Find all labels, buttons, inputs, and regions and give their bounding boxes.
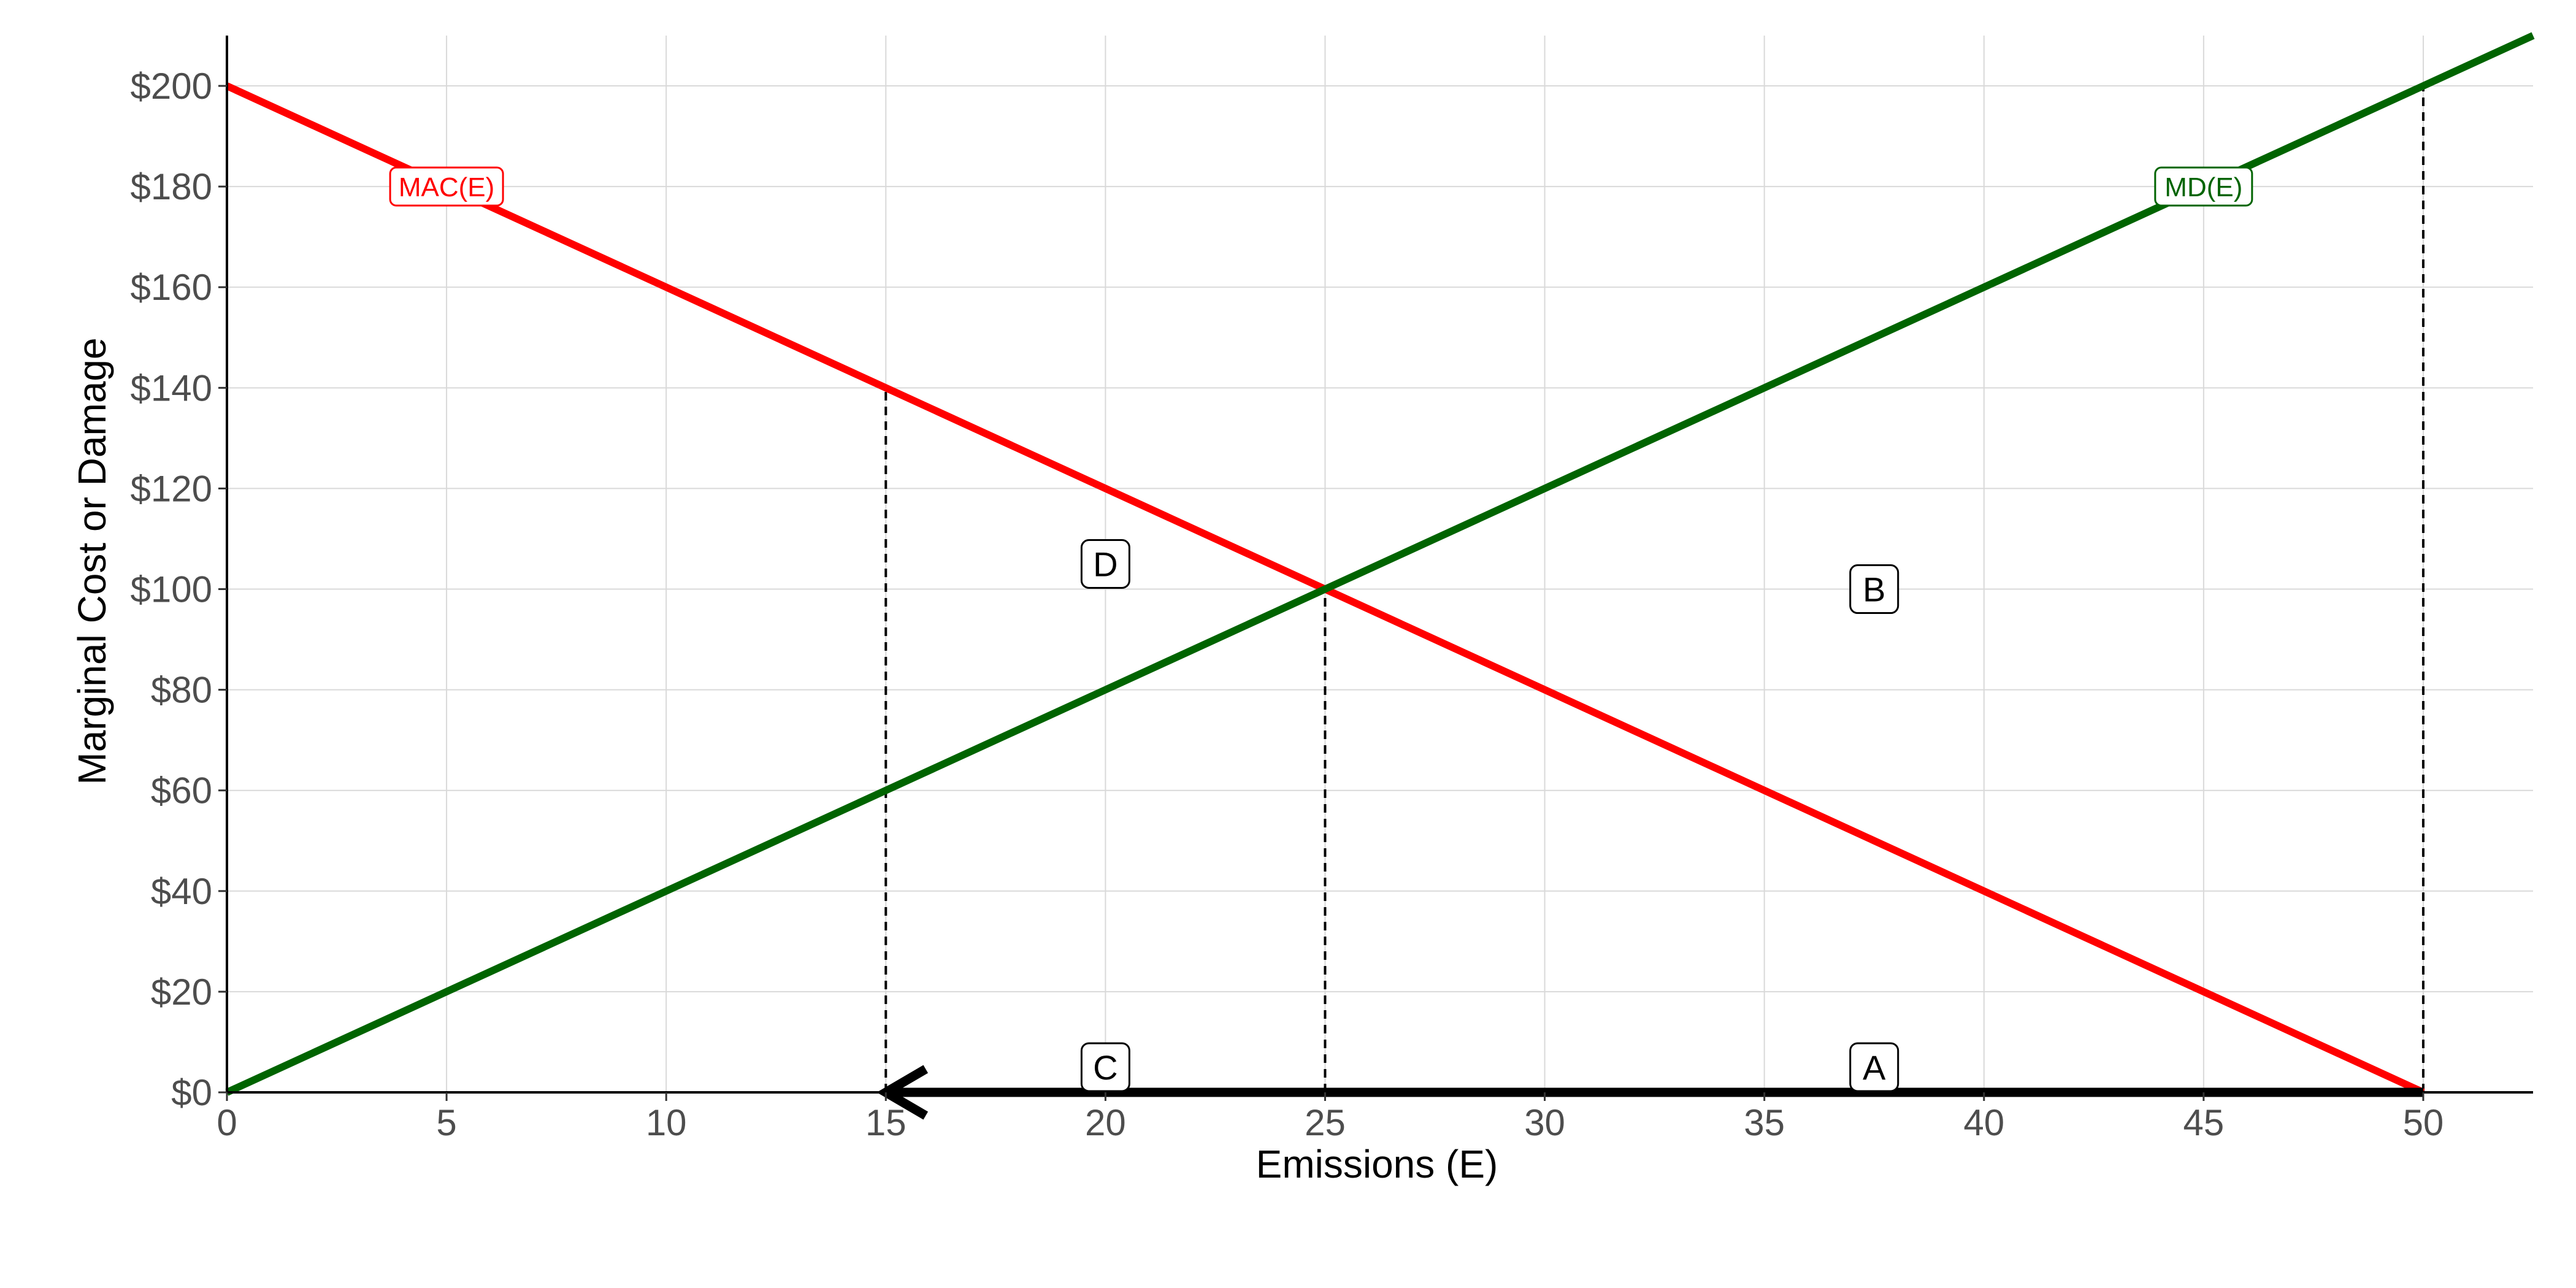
y-tick-label: $200 <box>131 66 212 107</box>
y-tick-label: $100 <box>131 569 212 610</box>
series-line <box>225 32 2535 1096</box>
x-tick-label: 20 <box>1085 1102 1126 1143</box>
area-label-text: D <box>1093 545 1117 584</box>
reference-lines <box>884 86 2425 1092</box>
x-tick-label: 15 <box>865 1102 907 1143</box>
area-label: D <box>1080 539 1130 589</box>
series-label-box <box>2154 166 2253 207</box>
y-tick-label: $140 <box>131 367 212 408</box>
y-tick-label: $180 <box>131 166 212 207</box>
x-tick-label: 0 <box>217 1102 237 1143</box>
series-label: MD(E) <box>2154 166 2253 207</box>
area-label-text: C <box>1093 1048 1117 1087</box>
area-label-text: B <box>1863 570 1885 609</box>
x-tick-label: 10 <box>646 1102 687 1143</box>
area-label: A <box>1849 1042 1899 1092</box>
series-label: MAC(E) <box>389 166 504 207</box>
area-label-box <box>1080 539 1130 589</box>
area-label: C <box>1080 1042 1130 1092</box>
x-tick-label: 35 <box>1744 1102 1785 1143</box>
area-label-text: A <box>1863 1048 1886 1087</box>
x-axis-ticks: 0 5 10 15 20 25 30 35 40 45 50 <box>217 1092 2444 1143</box>
x-tick-label: 5 <box>436 1102 456 1143</box>
series-lines <box>225 32 2535 1096</box>
x-tick-label: 25 <box>1305 1102 1346 1143</box>
series-label-text: MD(E) <box>2164 172 2242 202</box>
y-tick-label: $160 <box>131 267 212 308</box>
x-axis-title: Emissions (E) <box>1256 1142 1498 1186</box>
y-tick-label: $120 <box>131 468 212 509</box>
y-tick-label: $0 <box>171 1072 212 1113</box>
y-tick-label: $20 <box>151 972 212 1013</box>
x-tick-label: 45 <box>2183 1102 2224 1143</box>
x-tick-label: 40 <box>1963 1102 2004 1143</box>
y-axis-title: Marginal Cost or Damage <box>70 337 114 784</box>
area-label-box <box>1849 564 1899 615</box>
series-label-text: MAC(E) <box>399 172 494 202</box>
annotation-labels: MAC(E) MD(E) D B C A <box>389 166 2253 1092</box>
y-tick-label: $60 <box>151 770 212 811</box>
axes <box>226 36 2533 1094</box>
area-label: B <box>1849 564 1899 615</box>
series-label-box <box>389 166 504 207</box>
area-label-box <box>1849 1042 1899 1092</box>
area-label-box <box>1080 1042 1130 1092</box>
y-tick-label: $80 <box>151 670 212 711</box>
y-tick-label: $40 <box>151 871 212 912</box>
x-tick-label: 50 <box>2403 1102 2444 1143</box>
y-axis-ticks: $0 $20 $40 $60 $80 $100 $120 $140 $160 $180 $200 <box>131 66 227 1113</box>
x-tick-label: 30 <box>1524 1102 1565 1143</box>
